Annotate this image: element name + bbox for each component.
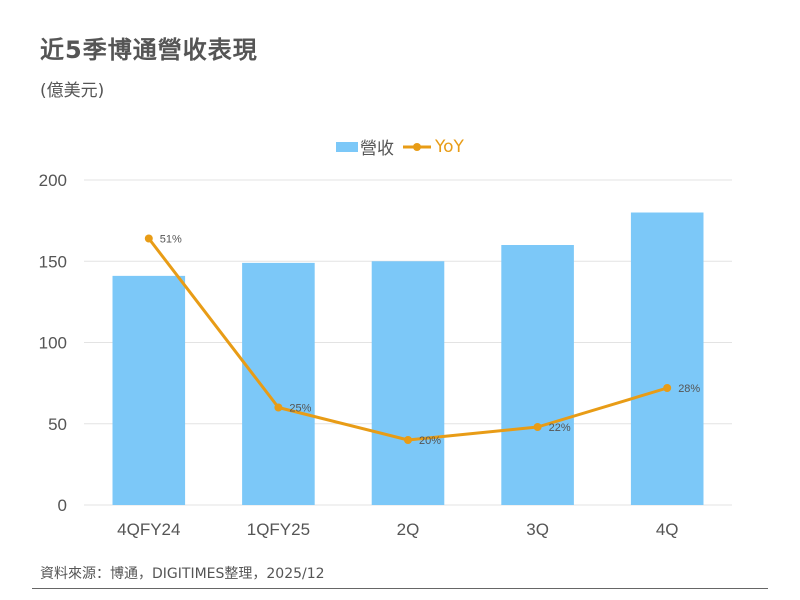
bar-revenue: [501, 245, 574, 505]
yoy-point: [404, 436, 412, 444]
legend-swatch-revenue: [336, 141, 359, 152]
legend-label-yoy: YoY: [435, 136, 464, 157]
source-note: 資料來源：博通，DIGITIMES整理，2025/12: [40, 566, 325, 582]
y-tick-label: 200: [39, 171, 67, 190]
x-tick-label: 2Q: [397, 520, 420, 539]
bar-revenue: [112, 275, 186, 505]
legend-label-revenue: 營收: [360, 139, 395, 159]
y-tick-label: 0: [58, 496, 67, 515]
yoy-point: [274, 403, 283, 412]
x-tick-label: 3Q: [526, 520, 549, 539]
yoy-data-label: 51%: [160, 234, 182, 246]
yoy-point: [144, 234, 153, 243]
chart-subtitle: (億美元): [40, 81, 105, 101]
x-tick-label: 4Q: [656, 520, 679, 539]
x-tick-label: 1QFY25: [247, 520, 310, 539]
footer-divider: [32, 588, 768, 589]
yoy-point: [533, 423, 542, 431]
legend-item-revenue: 營收: [336, 134, 394, 159]
yoy-data-label: 28%: [678, 383, 700, 395]
y-tick-label: 100: [39, 334, 67, 353]
chart-title: 近5季博通營收表現: [40, 36, 258, 64]
legend: 營收 YoY: [0, 134, 800, 159]
bar-revenue: [242, 262, 315, 505]
yoy-point: [663, 384, 672, 392]
legend-item-yoy: YoY: [402, 137, 464, 157]
yoy-data-label: 25%: [289, 403, 311, 415]
yoy-data-label: 20%: [419, 435, 441, 447]
y-tick-label: 50: [48, 415, 67, 434]
bar-revenue: [630, 212, 704, 505]
legend-line-yoy: [403, 142, 432, 151]
yoy-data-label: 22%: [549, 422, 571, 434]
y-tick-label: 150: [39, 252, 67, 271]
bar-revenue: [371, 261, 445, 505]
x-tick-label: 4QFY24: [117, 520, 180, 539]
